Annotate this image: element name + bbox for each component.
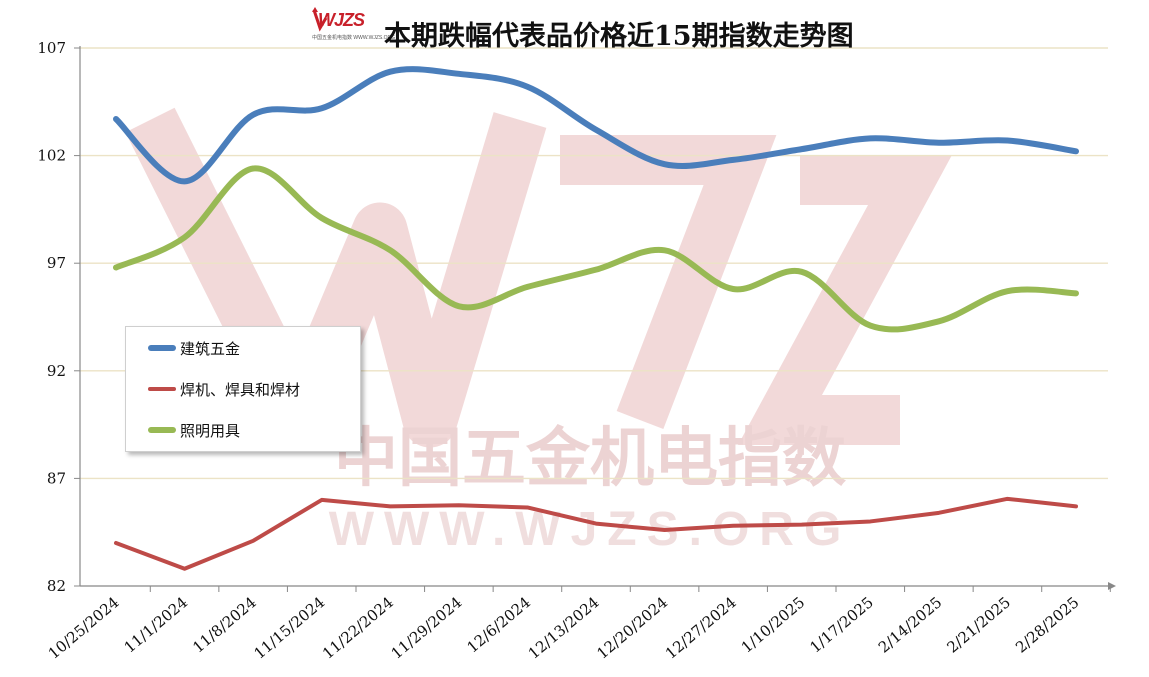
x-tick-label-11: 1/17/2025 [806,593,876,656]
x-tick-label-3: 11/15/2024 [250,593,328,662]
x-tick-label-10: 1/10/2025 [738,593,808,656]
legend-label-1: 焊机、焊具和焊材 [180,380,301,399]
x-tick-label-2: 11/8/2024 [189,593,259,656]
x-tick-label-1: 11/1/2024 [121,593,191,656]
x-tick-label-6: 12/6/2024 [464,593,534,656]
legend-swatch-2 [148,427,176,433]
legend: 建筑五金 焊机、焊具和焊材 照明用具 [125,326,361,452]
logo-text: WJZS [318,10,365,30]
legend-item-1: 焊机、焊具和焊材 [148,376,300,402]
legend-item-2: 照明用具 [148,417,240,443]
logo-subtext: 中国五金机电指数 WWW.WJZS.ORG [312,35,396,41]
axes [74,46,1116,592]
x-tick-label-5: 11/29/2024 [388,593,466,662]
watermark: 中国五金机电指数 WWW.WJZS.ORG [125,107,952,556]
wjzs-logo: WJZS 中国五金机电指数 WWW.WJZS.ORG [310,6,396,46]
x-tick-label-9: 12/27/2024 [662,593,740,662]
series [113,66,1079,571]
legend-swatch-0 [148,345,176,351]
legend-swatch-1 [148,387,176,391]
y-tick-label-107: 107 [37,39,66,57]
x-tick-label-7: 12/13/2024 [525,593,603,662]
x-tick-label-8: 12/20/2024 [593,593,671,662]
x-tick-label-4: 11/22/2024 [319,593,397,662]
series-line-2 [113,165,1079,333]
y-tick-label-97: 97 [47,254,66,272]
x-tick-label-0: 10/25/2024 [45,593,123,662]
x-tick-label-12: 2/14/2025 [875,593,945,656]
chart-title: 本期跌幅代表品价格近15期指数走势图 [384,21,854,52]
legend-item-0: 建筑五金 [148,335,240,361]
series-line-0 [113,66,1079,185]
x-tick-label-13: 2/21/2025 [944,593,1014,656]
watermark-main-text: 中国五金机电指数 [334,422,846,496]
y-tick-label-82: 82 [47,577,66,595]
x-tick-label-14: 2/28/2025 [1012,593,1082,656]
y-tick-label-87: 87 [47,469,66,487]
x-axis-arrow-icon [1108,582,1116,590]
legend-label-2: 照明用具 [180,421,241,440]
logo-arrow-icon [312,7,328,32]
series-line-1 [114,496,1078,571]
watermark-url-text: WWW.WJZS.ORG [329,503,852,556]
y-tick-label-92: 92 [47,362,66,380]
legend-label-0: 建筑五金 [180,339,241,358]
y-tick-label-102: 102 [37,147,66,165]
